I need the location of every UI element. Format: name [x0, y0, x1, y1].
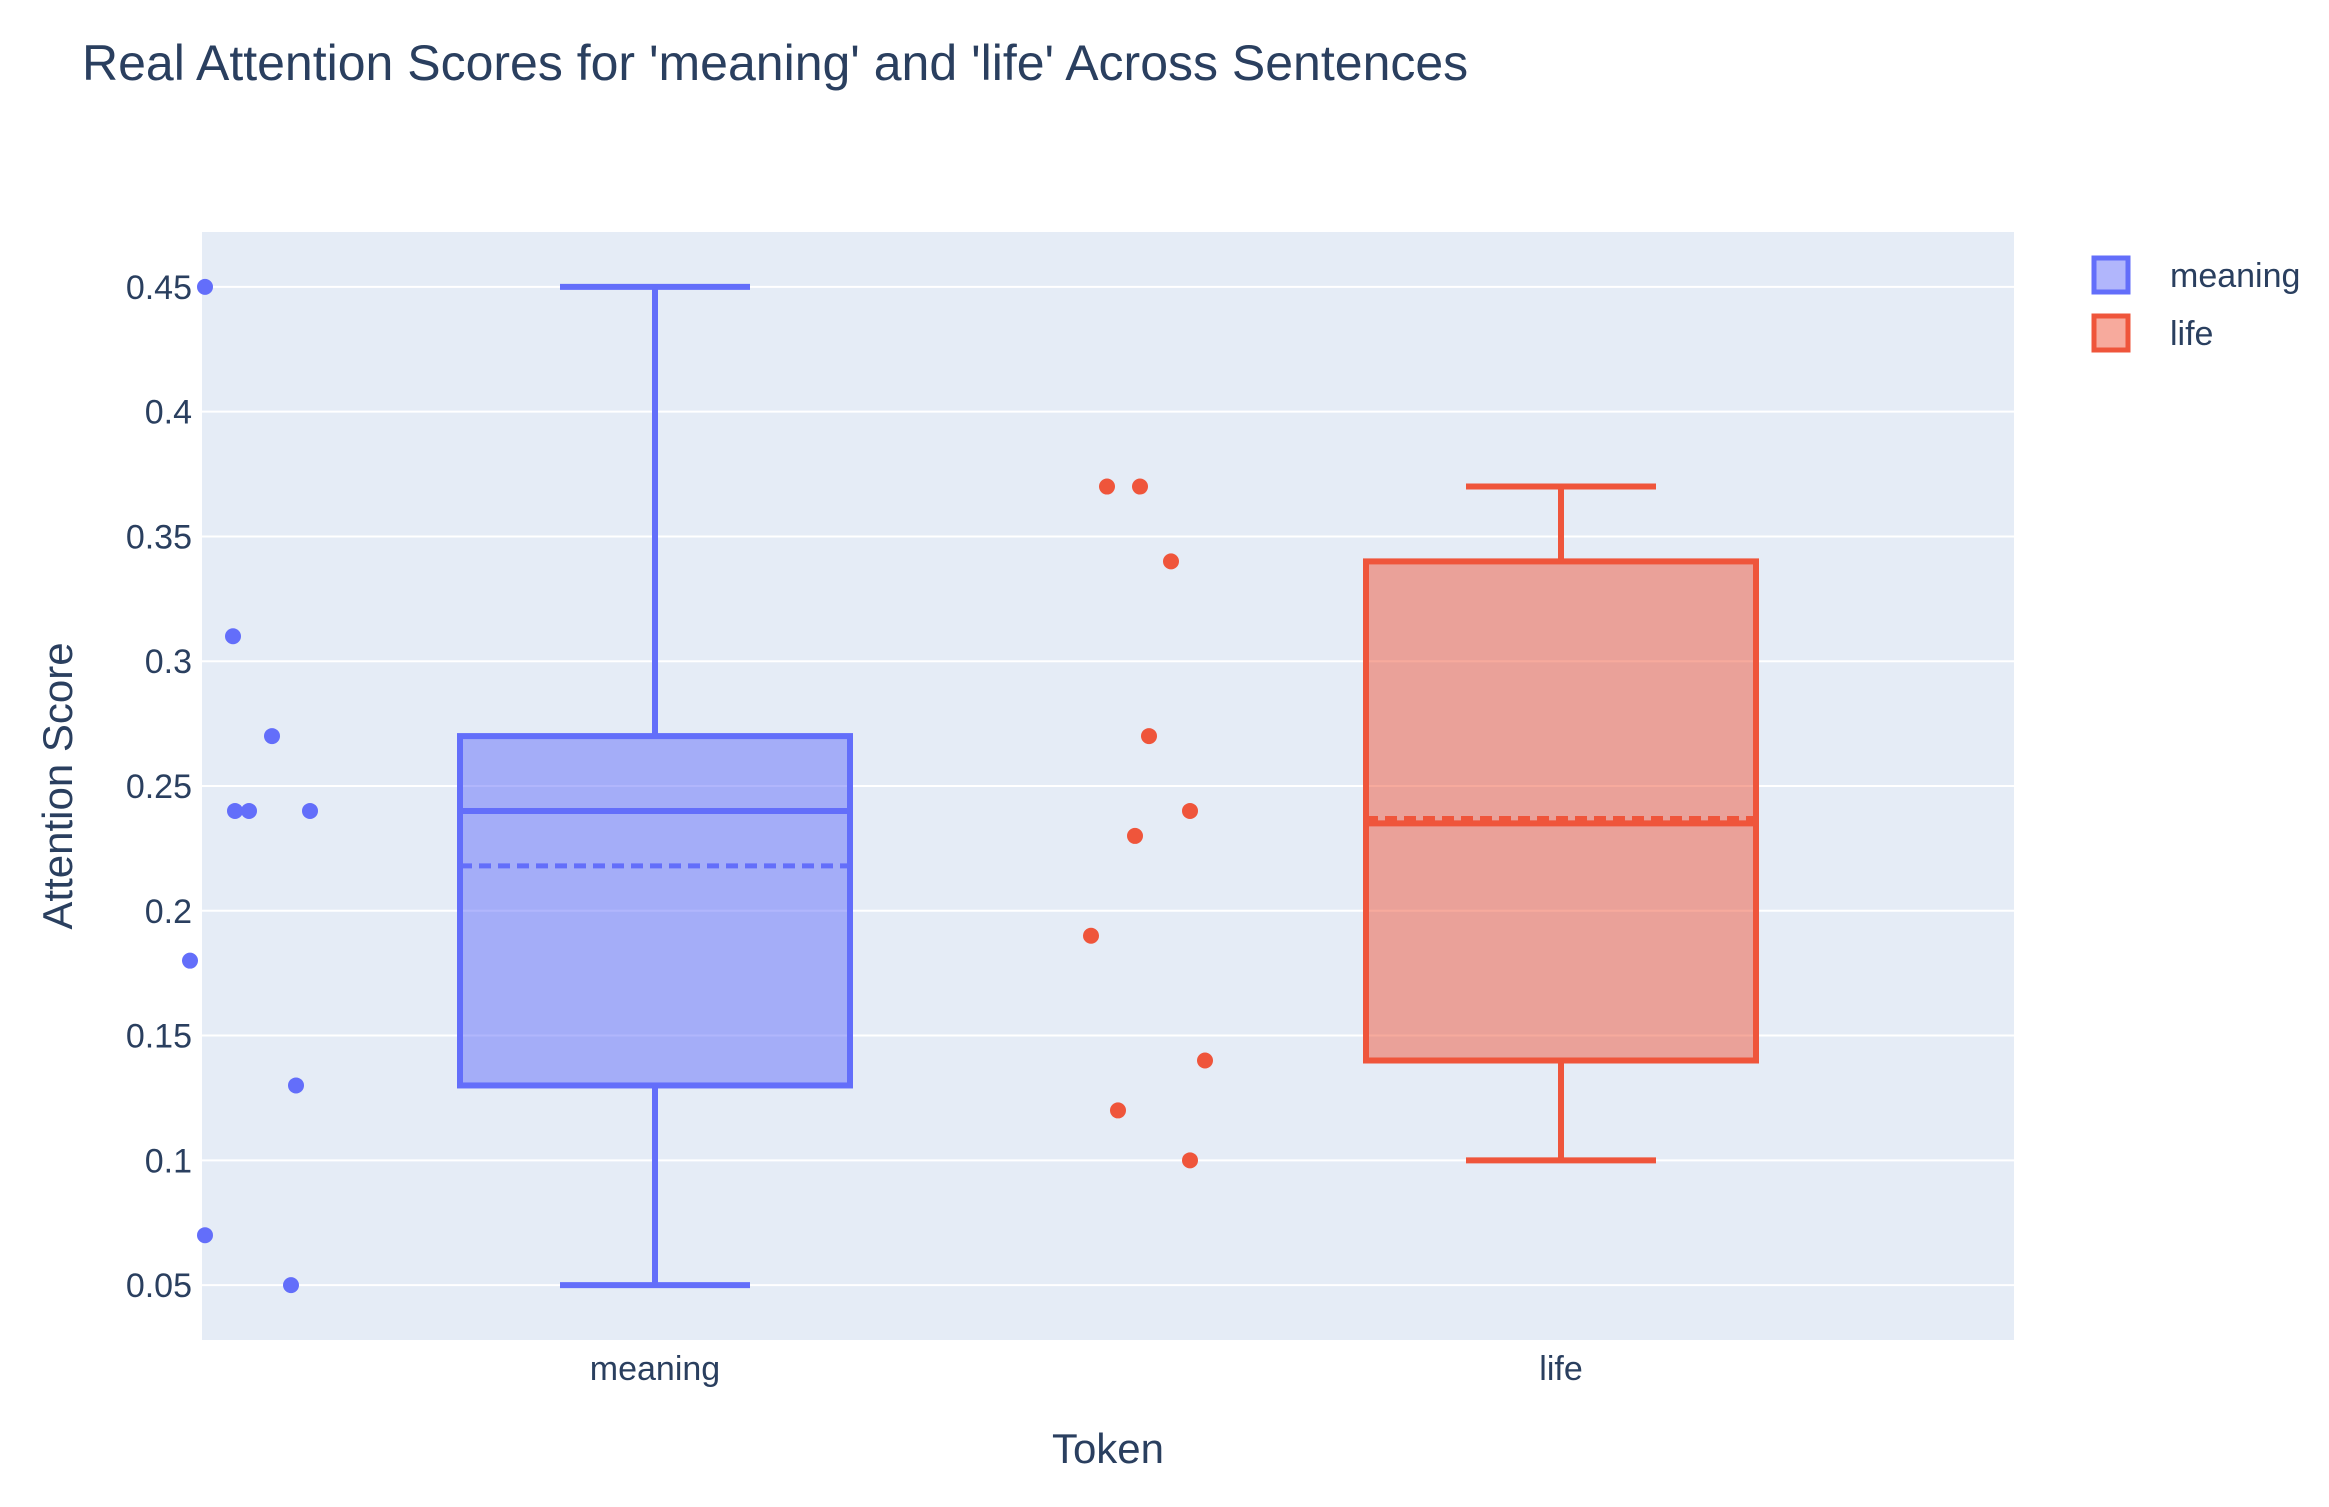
iqr-box — [1363, 558, 1759, 1064]
data-point-life — [1110, 1102, 1126, 1119]
data-point-life — [1182, 1152, 1198, 1169]
legend-swatch — [2091, 255, 2131, 295]
x-axis-title: Token — [1052, 1425, 1164, 1472]
data-point-life — [1099, 478, 1115, 495]
data-points — [182, 278, 1213, 1294]
legend-label: meaning — [2170, 257, 2300, 295]
iqr-box — [457, 733, 853, 1089]
data-point-meaning — [302, 802, 318, 819]
y-axis-title: Attention Score — [34, 642, 81, 929]
data-point-meaning — [288, 1077, 304, 1094]
data-point-meaning — [264, 728, 280, 745]
data-point-meaning — [197, 1227, 213, 1244]
data-point-life — [1132, 478, 1148, 495]
y-tick-label: 0.15 — [126, 1018, 192, 1056]
y-tick-label: 0.1 — [145, 1142, 192, 1180]
chart-title: Real Attention Scores for 'meaning' and … — [82, 35, 1468, 91]
data-point-meaning — [241, 802, 257, 819]
legend[interactable]: meaning life — [2091, 255, 2300, 353]
x-tick-label: meaning — [590, 1350, 720, 1388]
data-point-meaning — [225, 628, 241, 645]
data-point-life — [1197, 1052, 1213, 1069]
legend-item-life[interactable]: life — [2091, 313, 2213, 353]
y-tick-label: 0.05 — [126, 1267, 192, 1305]
data-point-life — [1141, 728, 1157, 745]
y-tick-label: 0.45 — [126, 269, 192, 307]
y-tick-label: 0.35 — [126, 518, 192, 556]
data-point-life — [1127, 827, 1143, 844]
box-life — [1363, 483, 1759, 1164]
y-tick-label: 0.4 — [145, 394, 192, 432]
data-point-life — [1182, 802, 1198, 819]
y-tick-label: 0.3 — [145, 643, 192, 681]
data-point-meaning — [197, 278, 213, 295]
box-meaning — [457, 283, 853, 1289]
x-tick-label: life — [1539, 1350, 1582, 1388]
data-point-meaning — [283, 1277, 299, 1294]
data-point-life — [1083, 927, 1099, 944]
boxes — [457, 283, 1759, 1289]
data-point-life — [1163, 553, 1179, 570]
y-tick-label: 0.2 — [145, 893, 192, 931]
y-tick-label: 0.25 — [126, 768, 192, 806]
legend-label: life — [2170, 315, 2213, 353]
legend-swatch — [2091, 313, 2131, 353]
y-tick-labels: 0.05 0.1 0.15 0.2 0.25 0.3 0.35 0.4 0.45 — [126, 269, 192, 1305]
data-point-meaning — [227, 802, 243, 819]
data-point-meaning — [182, 952, 198, 969]
legend-item-meaning[interactable]: meaning — [2091, 255, 2300, 295]
x-tick-labels: meaning life — [590, 1350, 1583, 1388]
